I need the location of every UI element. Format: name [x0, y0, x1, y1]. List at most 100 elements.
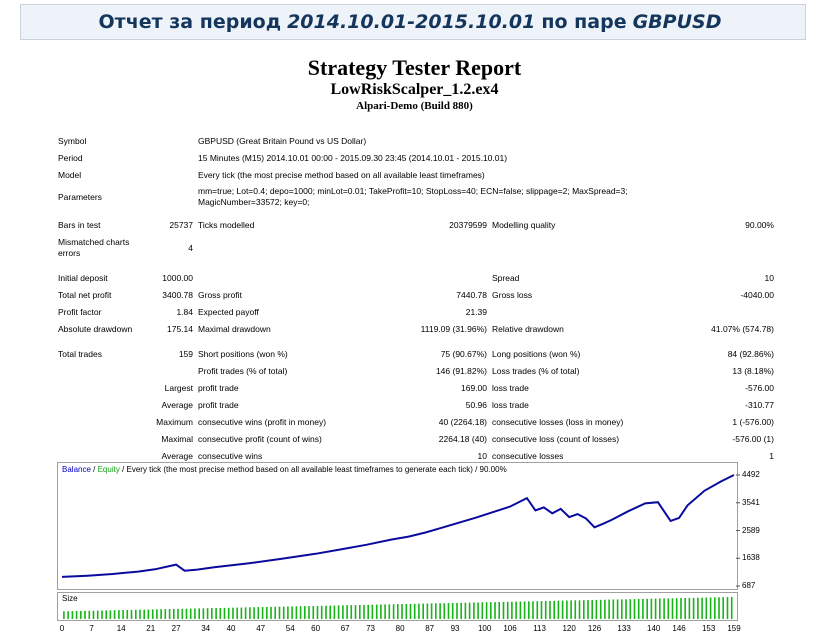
- bars-label: Bars in test: [58, 220, 101, 230]
- size-bar: [236, 607, 238, 619]
- size-bar: [333, 605, 336, 619]
- size-bar: [599, 599, 602, 619]
- size-bar: [709, 597, 712, 619]
- size-bar: [481, 602, 484, 619]
- symbol-value: GBPUSD (Great Britain Pound vs US Dollar…: [198, 136, 367, 146]
- size-bar: [156, 609, 158, 619]
- symbol-label: Symbol: [58, 136, 87, 146]
- size-bar: [422, 603, 424, 619]
- size-bar: [405, 604, 408, 619]
- size-bar: [375, 604, 378, 619]
- size-bar: [266, 607, 268, 619]
- size-bar: [147, 609, 150, 619]
- x-tick-label: 153: [701, 624, 716, 633]
- largest-label: Largest: [164, 383, 193, 393]
- size-bar: [363, 604, 365, 619]
- size-bar: [173, 608, 175, 619]
- size-bar: [287, 606, 289, 619]
- avg-consecutive-wins-value: 10: [477, 451, 487, 461]
- loss-trades-label: Loss trades (% of total): [492, 366, 580, 376]
- size-bar: [354, 605, 357, 619]
- model-label: Model: [58, 170, 82, 180]
- size-bar: [177, 608, 179, 619]
- x-tick-label: 34: [201, 624, 211, 633]
- max-consecutive-profit-label: consecutive profit (count of wins): [198, 434, 322, 444]
- chart-legend: Balance / Equity / Every tick (the most …: [62, 465, 507, 474]
- legend-separator: /: [90, 465, 98, 474]
- size-bar: [325, 605, 327, 619]
- x-tick-label: 87: [425, 624, 435, 633]
- deposit-value: 1000.00: [162, 273, 193, 283]
- maximal-drawdown-label: Maximal drawdown: [198, 324, 271, 334]
- model-value: Every tick (the most precise method base…: [198, 170, 485, 180]
- x-tick-label: 146: [672, 624, 686, 633]
- total-trades-value: 159: [178, 349, 193, 359]
- size-bar: [633, 599, 636, 619]
- size-bar: [219, 608, 222, 619]
- size-bar: [435, 603, 437, 619]
- size-bar: [337, 605, 340, 619]
- average-loss-label: loss trade: [492, 400, 529, 410]
- x-tick-label: 14: [116, 624, 126, 633]
- avg-consecutive-losses-value: 1: [769, 451, 774, 461]
- y-tick-label: 1638: [742, 553, 760, 563]
- size-bar: [701, 597, 703, 619]
- size-bar: [105, 610, 107, 619]
- size-bar: [443, 603, 446, 619]
- x-tick-label: 21: [146, 624, 156, 633]
- short-positions-label: Short positions (won %): [198, 349, 288, 359]
- size-bar: [384, 604, 386, 619]
- gross-profit-label: Gross profit: [198, 290, 242, 300]
- size-bar: [663, 598, 665, 619]
- size-bar: [692, 597, 695, 619]
- size-bar: [697, 597, 699, 619]
- size-bar: [680, 598, 682, 619]
- size-bar: [118, 610, 120, 619]
- size-bar: [591, 600, 593, 619]
- size-bar: [604, 599, 606, 619]
- y-tick-label: 687: [742, 581, 756, 590]
- size-bar: [532, 601, 534, 619]
- size-bar: [312, 606, 315, 619]
- size-bar: [667, 598, 670, 619]
- x-tick-label: 100: [477, 624, 492, 633]
- max-consecutive-wins-value: 40 (2264.18): [438, 417, 487, 427]
- average-profit-label: profit trade: [198, 400, 239, 410]
- x-tick-label: 159: [727, 624, 741, 633]
- x-tick-label: 47: [256, 624, 266, 633]
- gross-profit-value: 7440.78: [456, 290, 487, 300]
- size-bar: [261, 607, 264, 619]
- banner-prefix: Отчет за период: [98, 11, 282, 33]
- size-bar: [570, 600, 572, 619]
- x-tick-label: 67: [340, 624, 350, 633]
- balance-chart-frame: [57, 462, 738, 590]
- size-chart-label: Size: [62, 594, 78, 603]
- relative-drawdown-label: Relative drawdown: [492, 324, 564, 334]
- gross-loss-value: -4040.00: [740, 290, 774, 300]
- size-bar: [71, 611, 74, 619]
- size-bar: [637, 599, 640, 619]
- size-bar: [295, 606, 298, 619]
- relative-drawdown-value: 41.07% (574.78): [711, 324, 774, 334]
- profit-factor-value: 1.84: [176, 307, 193, 317]
- size-bar: [447, 603, 450, 619]
- size-bar: [515, 601, 517, 619]
- size-bar: [304, 606, 306, 619]
- parameters-label: Parameters: [58, 192, 102, 202]
- size-bar: [511, 601, 513, 619]
- size-bar: [654, 598, 657, 619]
- max-consecutive-losses-value: 1 (-576.00): [732, 417, 774, 427]
- x-tick-label: 113: [533, 624, 546, 633]
- max-consecutive-loss-label: consecutive loss (count of losses): [492, 434, 620, 444]
- size-bar: [616, 599, 619, 619]
- size-bar: [232, 607, 234, 619]
- size-bar: [278, 606, 281, 619]
- average-profit-value: 50.96: [465, 400, 487, 410]
- size-bar: [714, 597, 716, 619]
- y-tick-label: 3541: [742, 497, 760, 507]
- size-bar: [621, 599, 623, 619]
- size-bar: [380, 604, 382, 619]
- size-bar: [249, 607, 251, 619]
- period-label: Period: [58, 153, 83, 163]
